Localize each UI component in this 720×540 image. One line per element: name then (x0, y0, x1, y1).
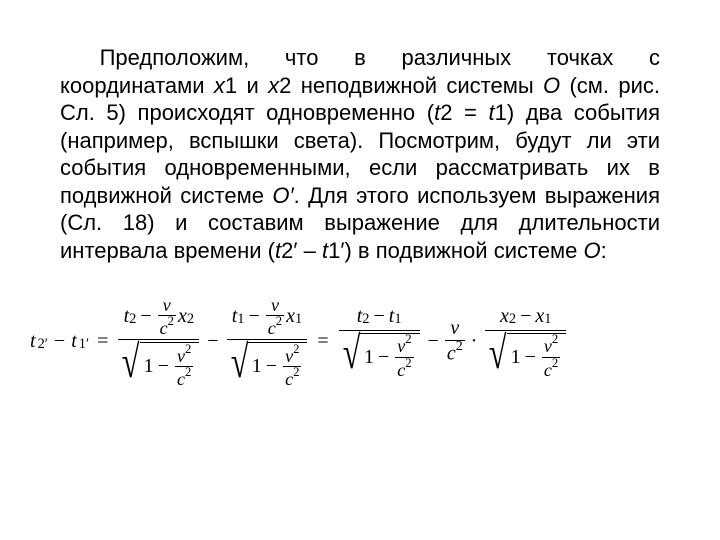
text-eqs: = (452, 100, 488, 125)
term1: t2 − v c2 x2 √ 1 − (118, 296, 199, 387)
term3: t2 − t1 √ 1 − v2 c2 (339, 305, 420, 378)
lhs-t2: t (30, 330, 36, 353)
text-p7: ) в подвижной системе (344, 238, 583, 263)
lhs-t1: t (71, 330, 77, 353)
term2: t1 − v c2 x1 √ 1 − (227, 296, 308, 387)
sub-x2n: 2 (279, 73, 291, 98)
text-minus: – (298, 238, 322, 263)
lhs: t2′ − t1′ = (30, 330, 114, 353)
var-O2: O (584, 238, 601, 263)
term4: v c2 (445, 319, 465, 365)
sub-t1pn: 1′ (328, 238, 344, 263)
lhs-minus: − (54, 330, 65, 353)
sub-t1n: 1 (495, 100, 507, 125)
lhs-t1-sub: 1′ (79, 336, 89, 353)
formula: t2′ − t1′ = t2 − v c2 x2 (60, 296, 660, 387)
var-O: O (543, 73, 560, 98)
eq2: = (317, 330, 328, 353)
sub-t2n: 2 (440, 100, 452, 125)
minus1: − (207, 330, 218, 353)
cdot: · (471, 330, 478, 353)
var-Oprime: O′ (272, 183, 293, 208)
main-paragraph: Предположим, что в различных точках с ко… (60, 44, 660, 264)
text-p2: и (237, 73, 268, 98)
sub-t2pn: 2′ (281, 238, 297, 263)
lhs-t2-sub: 2′ (38, 336, 48, 353)
sub-x1n: 1 (225, 73, 237, 98)
var-x2: x (268, 73, 279, 98)
text-p3: неподвижной системы (291, 73, 543, 98)
var-x1: x (214, 73, 225, 98)
lhs-eq: = (97, 330, 108, 353)
text-colon: : (601, 238, 607, 263)
minus2: − (428, 330, 439, 353)
term5: x2 − x1 √ 1 − v2 c2 (485, 305, 566, 378)
